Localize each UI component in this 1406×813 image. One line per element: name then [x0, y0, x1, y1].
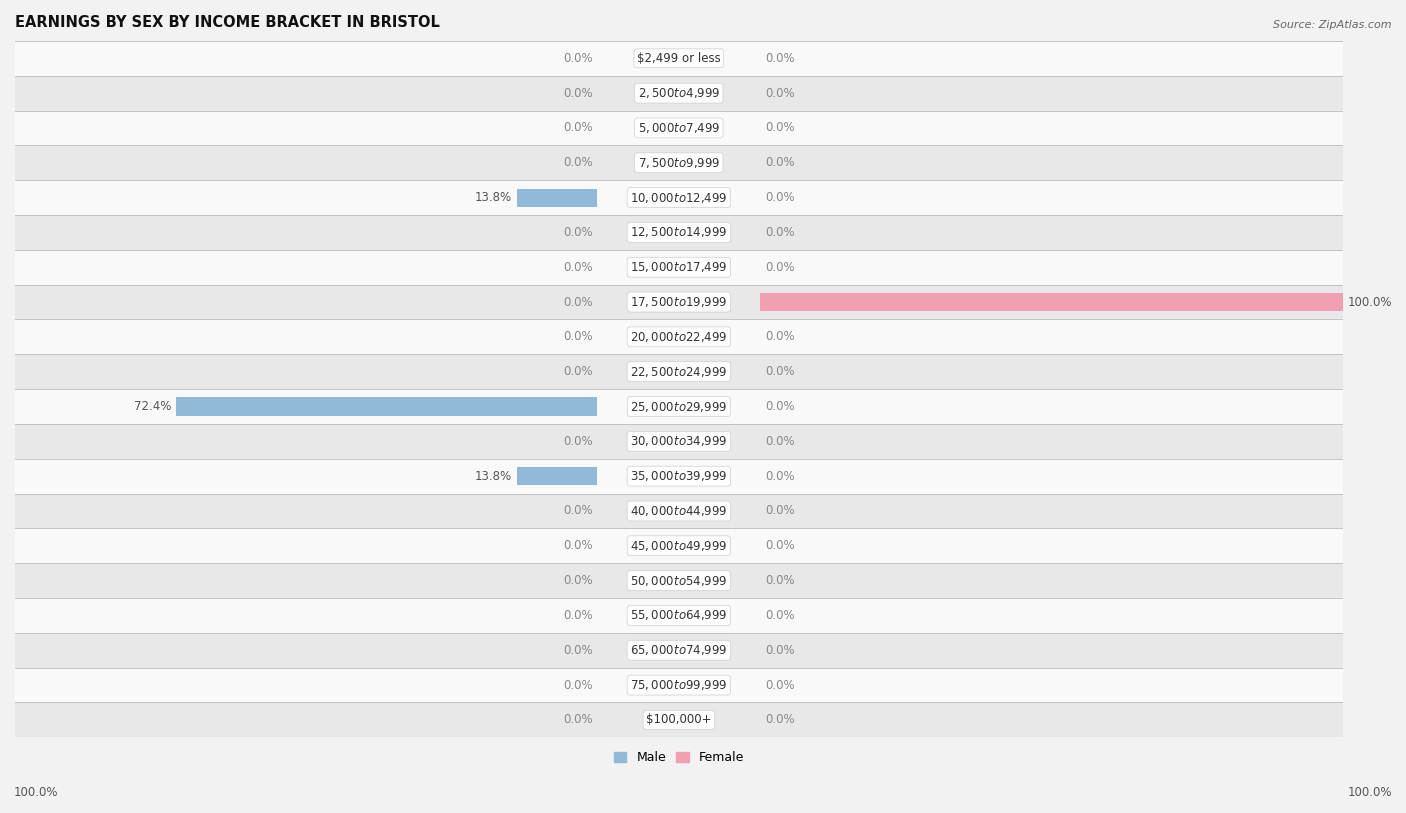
Bar: [15, 180, 1343, 215]
Text: 0.0%: 0.0%: [562, 261, 593, 274]
Text: 100.0%: 100.0%: [14, 786, 59, 799]
Bar: [15, 424, 1343, 459]
Bar: [15, 250, 1343, 285]
Text: 13.8%: 13.8%: [475, 191, 512, 204]
Text: 0.0%: 0.0%: [562, 539, 593, 552]
Text: 0.0%: 0.0%: [562, 679, 593, 692]
Bar: [15, 215, 1343, 250]
Text: 0.0%: 0.0%: [562, 504, 593, 517]
Bar: [15, 41, 1343, 76]
Text: 0.0%: 0.0%: [765, 609, 794, 622]
Text: 0.0%: 0.0%: [562, 330, 593, 343]
Text: 0.0%: 0.0%: [765, 261, 794, 274]
Text: 100.0%: 100.0%: [1347, 296, 1392, 309]
Text: 0.0%: 0.0%: [765, 191, 794, 204]
Text: 0.0%: 0.0%: [562, 609, 593, 622]
Text: 0.0%: 0.0%: [765, 87, 794, 100]
Bar: [15, 354, 1343, 389]
Text: 0.0%: 0.0%: [765, 400, 794, 413]
Text: 0.0%: 0.0%: [765, 644, 794, 657]
Bar: [15, 598, 1343, 633]
Text: $7,500 to $9,999: $7,500 to $9,999: [637, 156, 720, 170]
Legend: Male, Female: Male, Female: [609, 746, 749, 769]
Text: 0.0%: 0.0%: [562, 156, 593, 169]
Text: 100.0%: 100.0%: [1347, 786, 1392, 799]
Text: $40,000 to $44,999: $40,000 to $44,999: [630, 504, 727, 518]
Text: 0.0%: 0.0%: [562, 713, 593, 726]
Text: 0.0%: 0.0%: [562, 87, 593, 100]
Bar: [176, 398, 598, 415]
Text: $17,500 to $19,999: $17,500 to $19,999: [630, 295, 727, 309]
Bar: [15, 493, 1343, 528]
Text: 0.0%: 0.0%: [765, 435, 794, 448]
Bar: [761, 293, 1343, 311]
Text: $15,000 to $17,499: $15,000 to $17,499: [630, 260, 727, 274]
Bar: [15, 320, 1343, 354]
Text: 0.0%: 0.0%: [765, 52, 794, 65]
Text: 0.0%: 0.0%: [562, 226, 593, 239]
Text: 0.0%: 0.0%: [562, 574, 593, 587]
Text: $100,000+: $100,000+: [647, 713, 711, 726]
Text: EARNINGS BY SEX BY INCOME BRACKET IN BRISTOL: EARNINGS BY SEX BY INCOME BRACKET IN BRI…: [15, 15, 440, 30]
Text: 0.0%: 0.0%: [562, 296, 593, 309]
Bar: [15, 459, 1343, 493]
Bar: [517, 467, 598, 485]
Bar: [15, 667, 1343, 702]
Text: Source: ZipAtlas.com: Source: ZipAtlas.com: [1274, 20, 1392, 30]
Text: $65,000 to $74,999: $65,000 to $74,999: [630, 643, 727, 657]
Bar: [15, 76, 1343, 111]
Bar: [15, 146, 1343, 180]
Bar: [15, 563, 1343, 598]
Text: 0.0%: 0.0%: [765, 330, 794, 343]
Text: 0.0%: 0.0%: [765, 574, 794, 587]
Text: 0.0%: 0.0%: [765, 470, 794, 483]
Text: $50,000 to $54,999: $50,000 to $54,999: [630, 574, 727, 588]
Text: 0.0%: 0.0%: [765, 713, 794, 726]
Text: 0.0%: 0.0%: [562, 121, 593, 134]
Text: $45,000 to $49,999: $45,000 to $49,999: [630, 539, 727, 553]
Text: $20,000 to $22,499: $20,000 to $22,499: [630, 330, 727, 344]
Text: 0.0%: 0.0%: [765, 121, 794, 134]
Text: 0.0%: 0.0%: [562, 52, 593, 65]
Text: $22,500 to $24,999: $22,500 to $24,999: [630, 365, 727, 379]
Text: $30,000 to $34,999: $30,000 to $34,999: [630, 434, 727, 448]
Text: 0.0%: 0.0%: [562, 365, 593, 378]
Bar: [15, 528, 1343, 563]
Text: 0.0%: 0.0%: [765, 226, 794, 239]
Text: 0.0%: 0.0%: [562, 644, 593, 657]
Text: $12,500 to $14,999: $12,500 to $14,999: [630, 225, 727, 239]
Text: 13.8%: 13.8%: [475, 470, 512, 483]
Text: $2,500 to $4,999: $2,500 to $4,999: [637, 86, 720, 100]
Text: 0.0%: 0.0%: [765, 156, 794, 169]
Text: 0.0%: 0.0%: [765, 365, 794, 378]
Text: 0.0%: 0.0%: [562, 435, 593, 448]
Text: 0.0%: 0.0%: [765, 504, 794, 517]
Bar: [15, 702, 1343, 737]
Text: 0.0%: 0.0%: [765, 539, 794, 552]
Text: $25,000 to $29,999: $25,000 to $29,999: [630, 399, 727, 414]
Text: $10,000 to $12,499: $10,000 to $12,499: [630, 190, 727, 205]
Bar: [15, 389, 1343, 424]
Text: $35,000 to $39,999: $35,000 to $39,999: [630, 469, 727, 483]
Text: $55,000 to $64,999: $55,000 to $64,999: [630, 608, 727, 623]
Text: $5,000 to $7,499: $5,000 to $7,499: [637, 121, 720, 135]
Text: 72.4%: 72.4%: [134, 400, 172, 413]
Bar: [15, 285, 1343, 320]
Text: 0.0%: 0.0%: [765, 679, 794, 692]
Bar: [15, 111, 1343, 146]
Bar: [15, 633, 1343, 667]
Bar: [517, 189, 598, 207]
Text: $2,499 or less: $2,499 or less: [637, 52, 721, 65]
Text: $75,000 to $99,999: $75,000 to $99,999: [630, 678, 727, 692]
